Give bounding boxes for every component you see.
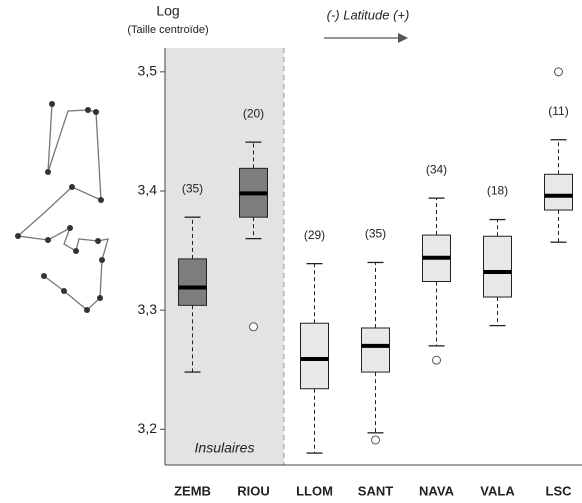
outlier: [432, 355, 441, 365]
box: [544, 173, 573, 211]
outlier: [554, 67, 563, 77]
x-tick-label: RIOU: [237, 483, 270, 498]
n-label: (34): [426, 162, 447, 176]
box: [361, 327, 390, 373]
x-tick-label: LSC: [546, 483, 573, 498]
highlight-label: Insulaires: [195, 440, 255, 456]
box: [178, 258, 207, 306]
x-tick-label: LLOM: [296, 483, 333, 498]
n-label: (11): [548, 104, 568, 118]
x-tick-label: VALA: [480, 483, 515, 498]
y-title: Log: [156, 3, 179, 19]
x-tick-label: NAVA: [419, 483, 455, 498]
highlight-region: [165, 48, 284, 465]
x-tick-label: ZEMB: [174, 483, 211, 498]
y-subtitle: (Taille centroïde): [127, 24, 208, 36]
highlight-layer: Insulaires: [165, 48, 285, 465]
box: [300, 322, 329, 390]
arrow: [324, 33, 408, 43]
n-label: (18): [487, 184, 508, 198]
y-tick-label: 3,5: [138, 63, 158, 79]
n-label: (35): [365, 227, 386, 241]
shape-diagram: [15, 101, 109, 313]
y-tick-label: 3,3: [138, 301, 158, 317]
n-label: (35): [182, 181, 203, 195]
annotation: (-) Latitude (+): [327, 7, 410, 22]
outlier: [371, 435, 380, 445]
y-tick-label: 3,4: [138, 182, 158, 198]
box: [483, 235, 512, 298]
y-tick-label: 3,2: [138, 420, 158, 436]
n-label: (29): [304, 228, 325, 242]
x-tick-label: SANT: [358, 483, 393, 498]
outlier: [249, 322, 258, 332]
n-label: (20): [243, 106, 264, 120]
